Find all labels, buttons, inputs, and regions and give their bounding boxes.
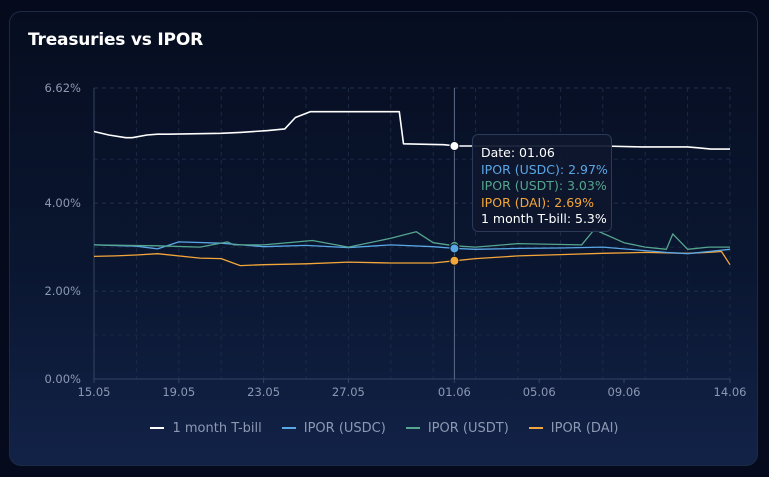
legend-label: 1 month T-bill xyxy=(172,420,262,436)
legend-label: IPOR (USDT) xyxy=(427,420,509,436)
y-tick-label: 2.00% xyxy=(44,284,81,298)
legend-swatch xyxy=(528,427,543,429)
x-tick-label: 19.05 xyxy=(162,385,195,399)
chart-title: Treasuries vs IPOR xyxy=(28,30,203,50)
x-tick-label: 27.05 xyxy=(332,385,365,399)
legend-item-usdt[interactable]: IPOR (USDT) xyxy=(405,420,509,436)
legend-swatch xyxy=(150,427,165,429)
series-dai-line[interactable] xyxy=(93,250,731,267)
x-tick-label: 14.06 xyxy=(714,385,747,399)
legend-item-usdc[interactable]: IPOR (USDC) xyxy=(281,420,386,436)
legend-item-tbill[interactable]: 1 month T-bill xyxy=(150,420,262,436)
x-tick-label: 01.06 xyxy=(438,385,471,399)
series-usdc-line[interactable] xyxy=(93,241,731,255)
y-tick-label: 0.00% xyxy=(44,372,81,386)
hover-point xyxy=(449,141,460,152)
legend-swatch xyxy=(405,427,420,429)
chart-legend: 1 month T-bill IPOR (USDC) IPOR (USDT) I… xyxy=(0,418,769,438)
x-tick-label: 15.05 xyxy=(78,385,111,399)
legend-label: IPOR (USDC) xyxy=(303,420,386,436)
tooltip-usdt: IPOR (USDT): 3.03% xyxy=(481,178,607,194)
hover-point xyxy=(449,243,460,254)
y-tick-label: 6.62% xyxy=(44,81,81,95)
legend-swatch xyxy=(281,427,296,429)
hover-point xyxy=(449,255,460,266)
legend-item-dai[interactable]: IPOR (DAI) xyxy=(528,420,619,436)
y-tick-label: 4.00% xyxy=(44,196,81,210)
hover-tooltip: Date: 01.06 IPOR (USDC): 2.97% IPOR (USD… xyxy=(472,134,612,232)
x-tick-label: 09.06 xyxy=(608,385,641,399)
chart-card xyxy=(9,11,758,466)
tooltip-tbill: 1 month T-bill: 5.3% xyxy=(481,211,607,227)
x-tick-label: 05.06 xyxy=(523,385,556,399)
series-tbill-line[interactable] xyxy=(93,110,730,150)
x-tick-label: 23.05 xyxy=(247,385,280,399)
tooltip-date: Date: 01.06 xyxy=(481,145,555,160)
legend-label: IPOR (DAI) xyxy=(550,420,619,436)
tooltip-usdc: IPOR (USDC): 2.97% xyxy=(481,161,608,177)
tooltip-dai: IPOR (DAI): 2.69% xyxy=(481,194,595,210)
